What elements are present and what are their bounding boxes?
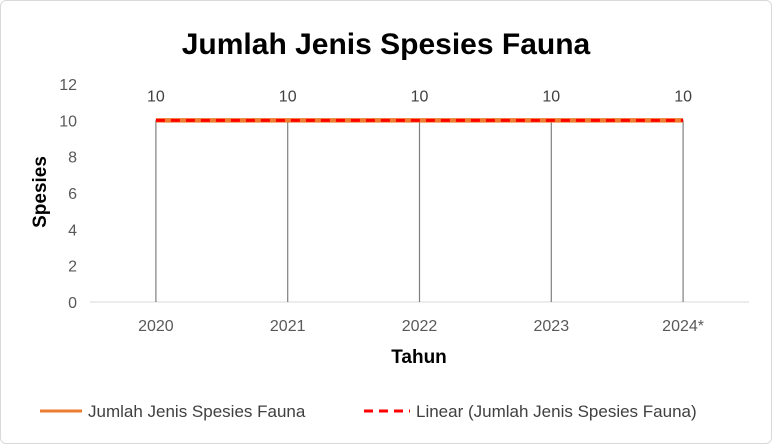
chart-title: Jumlah Jenis Spesies Fauna — [182, 28, 591, 61]
x-tick-label: 2023 — [534, 318, 570, 335]
y-tick-label: 4 — [68, 222, 77, 239]
y-tick-label: 0 — [68, 295, 77, 312]
data-label: 10 — [411, 88, 429, 105]
y-axis-ticks: 0 2 4 6 8 10 12 — [59, 77, 77, 312]
y-axis-title: Spesies — [30, 156, 51, 228]
x-tick-label: 2024* — [662, 318, 704, 335]
y-tick-label: 6 — [68, 186, 77, 203]
data-label: 10 — [147, 88, 165, 105]
x-tick-label: 2021 — [270, 318, 306, 335]
y-tick-label: 2 — [68, 259, 77, 276]
legend-label-trendline: Linear (Jumlah Jenis Spesies Fauna) — [416, 402, 697, 421]
legend-label-series: Jumlah Jenis Spesies Fauna — [88, 402, 306, 421]
data-label: 10 — [279, 88, 297, 105]
x-axis-title: Tahun — [391, 347, 447, 368]
legend-item-trendline: Linear (Jumlah Jenis Spesies Fauna) — [364, 402, 697, 421]
y-tick-label: 8 — [68, 150, 77, 167]
y-tick-label: 10 — [59, 113, 77, 130]
data-label: 10 — [542, 88, 560, 105]
data-labels: 10 10 10 10 10 — [147, 88, 692, 105]
legend: Jumlah Jenis Spesies Fauna Linear (Jumlah… — [40, 402, 697, 421]
x-tick-label: 2022 — [402, 318, 438, 335]
x-axis-ticks: 2020 2021 2022 2023 2024* — [138, 318, 704, 335]
x-tick-label: 2020 — [138, 318, 174, 335]
data-label: 10 — [674, 88, 692, 105]
y-tick-label: 12 — [59, 77, 77, 94]
legend-item-series: Jumlah Jenis Spesies Fauna — [40, 402, 306, 421]
drop-lines — [155, 120, 684, 302]
